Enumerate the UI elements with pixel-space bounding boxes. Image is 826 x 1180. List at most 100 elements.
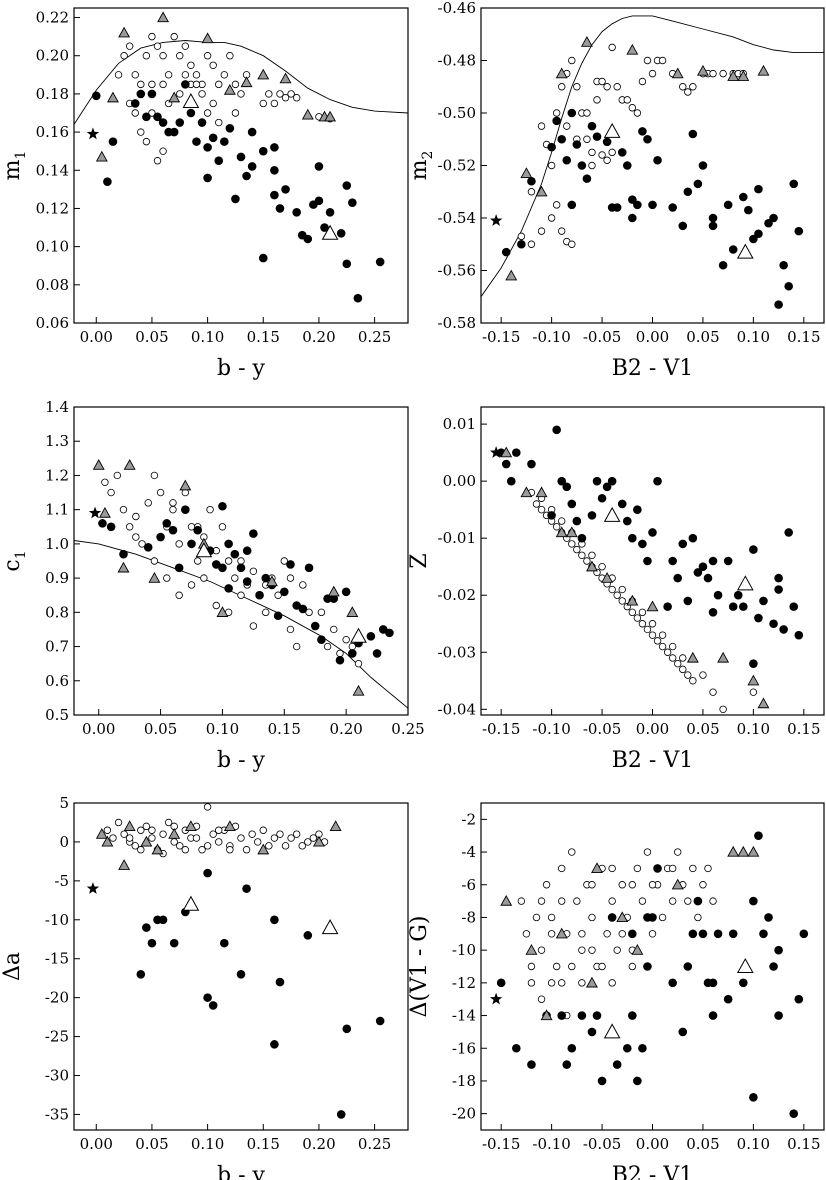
point-filled-circle [348,649,357,658]
point-gray-triangle [671,878,684,890]
point-filled-circle [648,528,657,537]
panel-1: 0.00 0.05 0.10 0.15 0.20 0.25 0.06 0.08 0.10 0.12… [0,7,409,381]
point-filled-circle [375,1016,385,1026]
x-axis-label: B2 - V1 [612,748,693,773]
point-filled-circle [774,1011,783,1020]
point-open-circle [573,83,581,91]
point-filled-circle [592,1011,602,1020]
point-gray-triangle [626,594,639,606]
point-filled-circle [622,516,632,526]
x-tick-label: 0.15 [787,328,820,346]
point-filled-circle [247,162,257,171]
point-gray-triangle [586,560,598,572]
point-open-circle [709,897,717,905]
point-filled-circle [108,137,118,146]
point-open-circle [653,637,662,645]
point-open-circle [568,56,576,65]
x-tick-label: 0.25 [358,328,391,346]
point-open-circle [588,913,596,922]
point-open-circle [187,581,196,589]
point-open-circle [192,834,201,842]
y-tick-label: -25 [45,1028,69,1046]
point-open-circle [203,52,212,60]
point-white-triangle [321,919,339,935]
point-open-circle [138,540,146,548]
y-tick-label: 1.1 [45,501,69,519]
point-open-circle [181,71,190,79]
point-open-circle [176,90,184,98]
point-gray-triangle [757,697,770,709]
point-filled-circle [592,476,602,486]
point-filled-circle [303,234,313,244]
point-filled-circle [607,476,617,486]
point-filled-circle [174,563,184,573]
x-tick-label: -0.05 [583,328,621,346]
point-gray-triangle [216,606,229,617]
x-tick-label: 0.15 [247,1135,280,1153]
point-open-circle [547,913,556,922]
point-filled-circle [298,604,308,614]
point-open-circle [573,897,581,905]
x-tick-label: 0.00 [636,720,669,738]
point-open-circle [280,557,288,565]
y-tick-label: -4 [461,843,476,861]
point-open-circle [215,80,223,89]
point-filled-circle [749,545,758,554]
point-open-circle [613,83,621,91]
point-gray-triangle [117,561,130,573]
y-axis-label: m2 [407,151,436,181]
point-filled-circle [552,116,561,126]
point-open-circle [159,80,167,89]
point-open-circle [537,505,546,514]
point-filled-circle [562,482,572,492]
point-open-circle [573,545,581,554]
point-filled-circle [597,493,607,503]
point-filled-circle [552,425,561,435]
point-open-circle [203,109,212,117]
point-open-circle [175,591,183,599]
point-filled-circle [774,573,783,583]
point-filled-circle [764,913,773,922]
point-open-circle [259,826,267,834]
y-axis-label: Δa [0,952,25,981]
x-tick-label: 0.10 [191,1135,224,1153]
point-gray-triangle [118,26,131,38]
point-filled-circle [638,539,647,549]
point-open-circle [170,32,178,41]
point-gray-triangle [279,72,292,84]
point-open-circle [292,642,301,651]
point-filled-circle [678,221,688,231]
point-star [489,214,503,226]
point-gray-triangle [520,167,533,178]
x-axis-label: b - y [217,1163,266,1180]
point-filled-circle [186,108,196,118]
point-gray-triangle [329,820,342,831]
y-tick-label: -16 [452,1039,476,1057]
point-open-circle [674,848,682,856]
point-gray-triangle [757,64,770,76]
x-tick-label: -0.10 [532,328,570,346]
point-filled-circle [225,123,235,133]
point-open-circle [679,654,687,662]
point-gray-triangle [727,70,740,81]
point-filled-circle [668,978,677,988]
point-open-circle [583,135,591,143]
point-filled-circle [218,563,227,573]
y-tick-label: 0.5 [45,706,69,724]
point-open-circle [132,512,140,521]
x-tick-label: 0.00 [80,1135,113,1153]
point-filled-circle [592,132,602,141]
point-filled-circle [759,596,768,606]
point-gray-triangle [747,845,760,857]
point-gray-triangle [118,859,131,870]
point-filled-circle [208,133,218,143]
point-open-circle [153,42,162,50]
point-open-circle [618,585,626,594]
x-tick-label: -0.05 [583,1135,621,1153]
point-open-circle [248,830,256,838]
x-tick-label: -0.15 [482,720,520,738]
point-filled-circle [572,516,582,526]
y-tick-label: -0.48 [438,52,476,70]
point-open-circle [299,581,307,589]
point-open-circle [150,557,159,565]
